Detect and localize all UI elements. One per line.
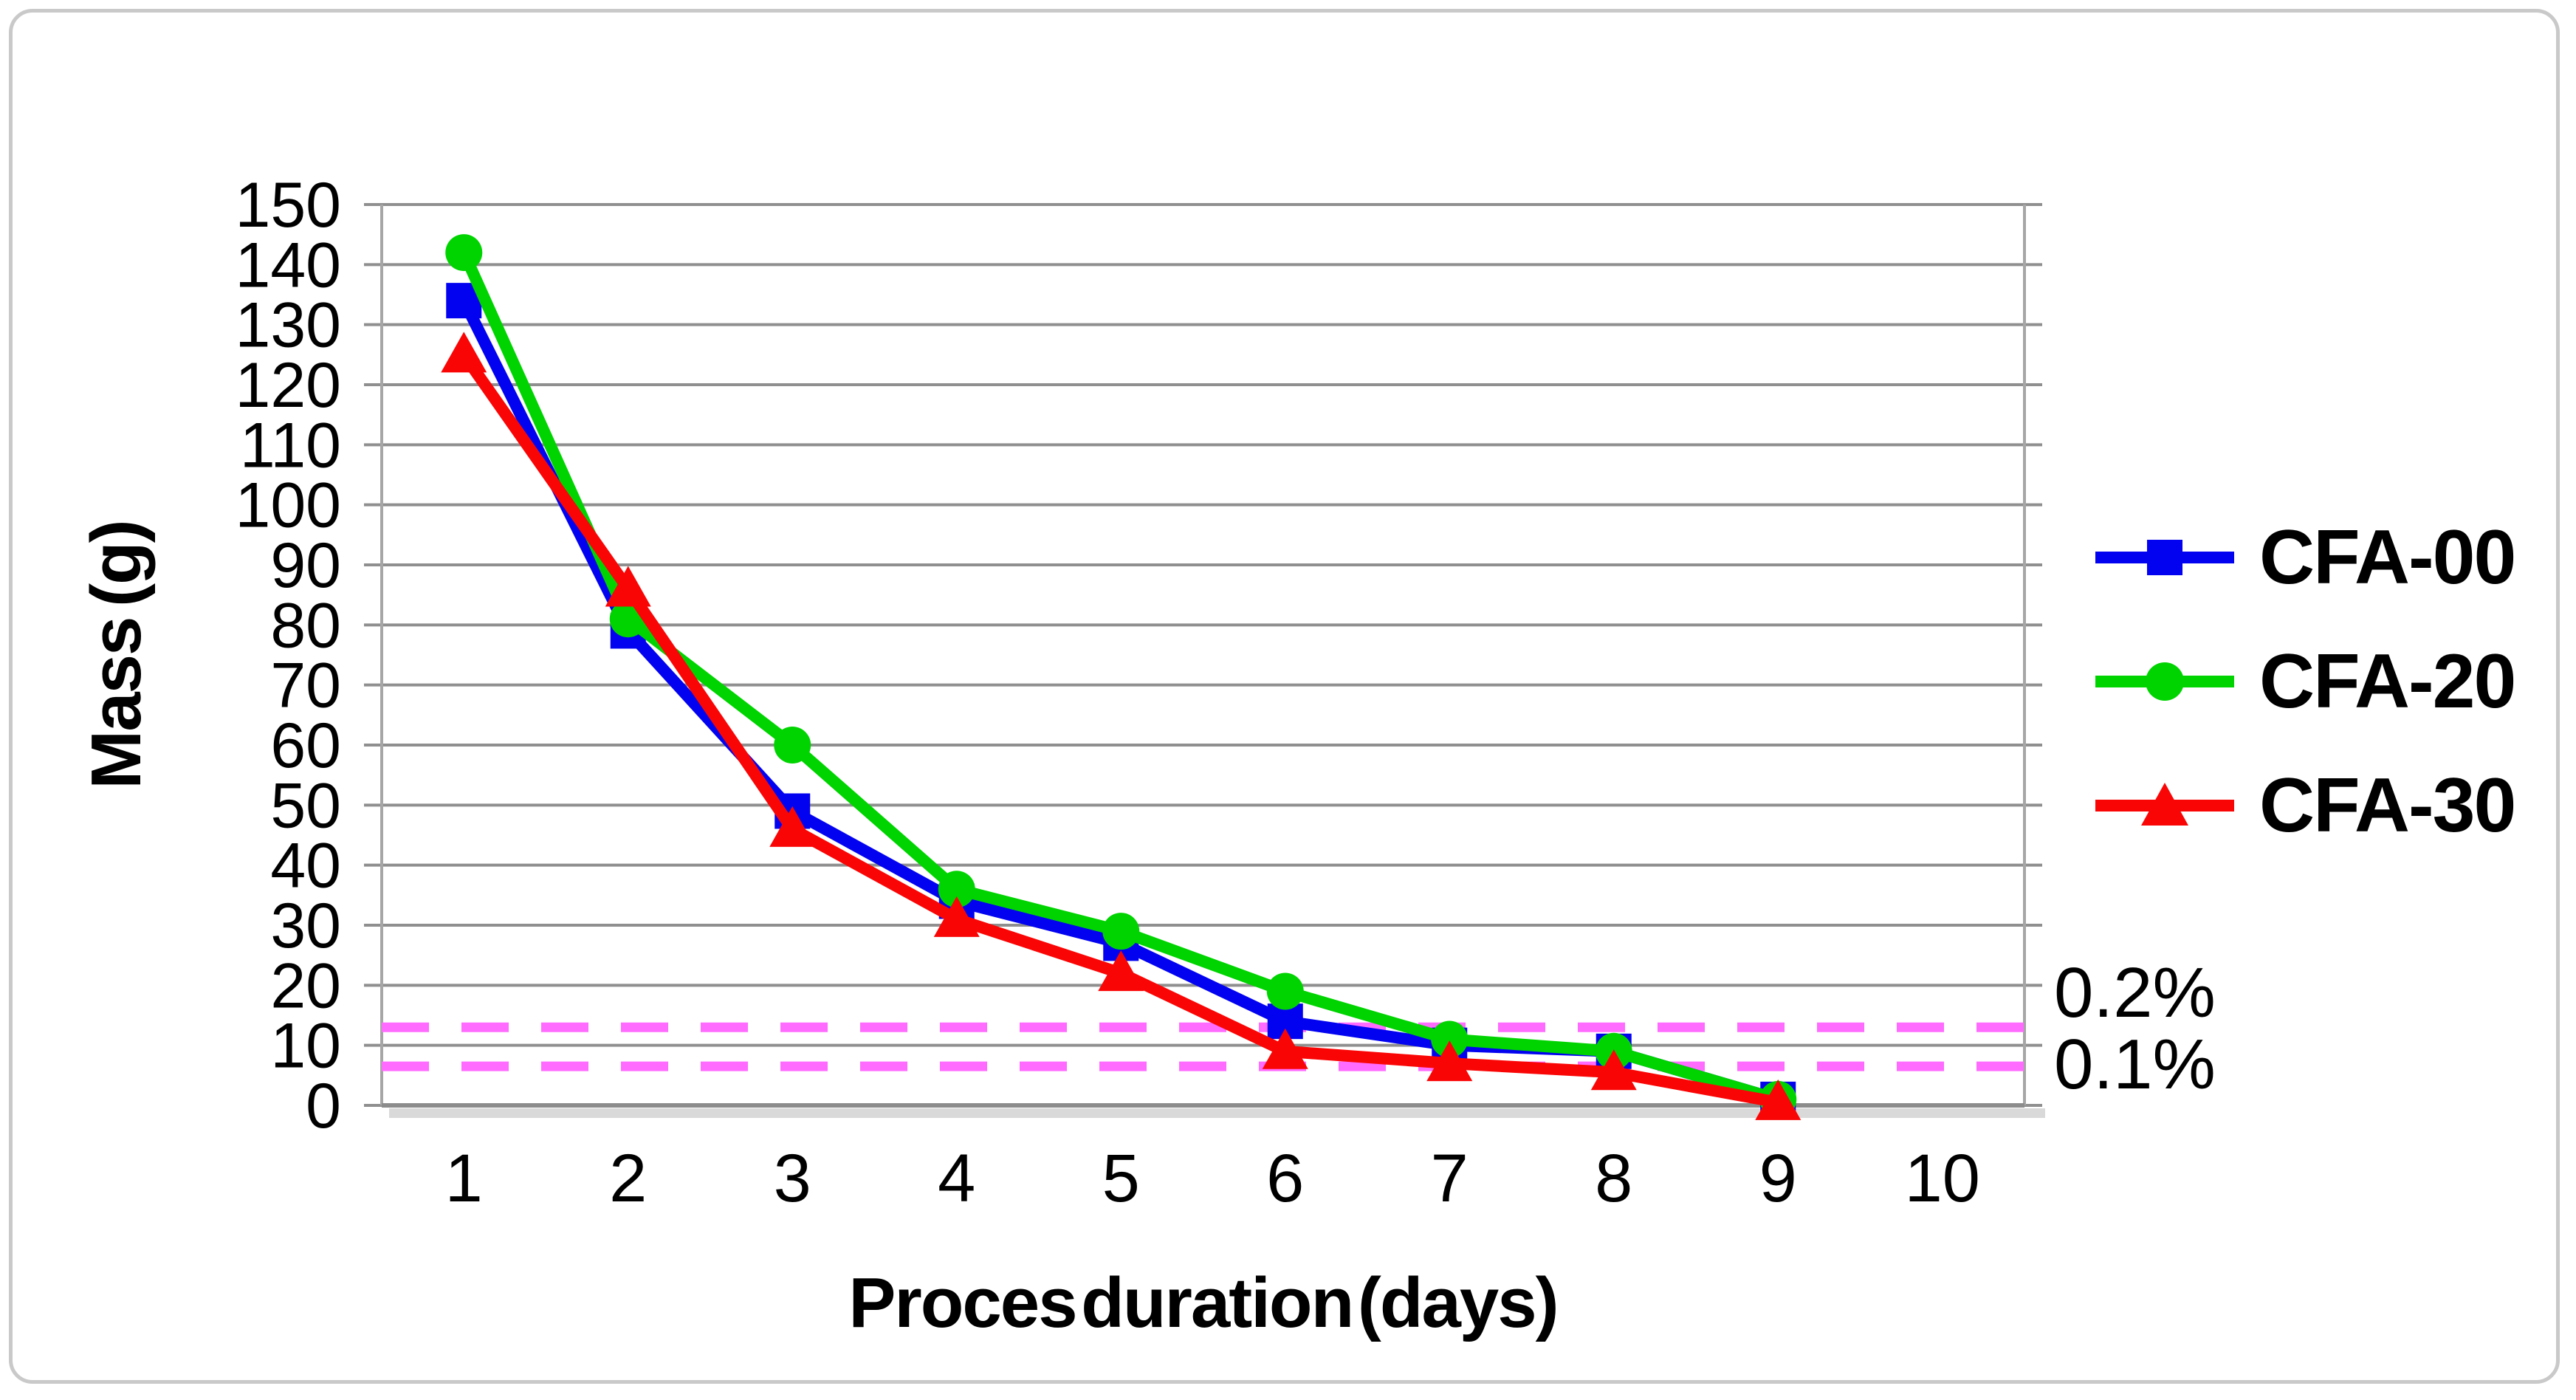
legend-item-CFA-20: CFA-20	[2091, 639, 2516, 724]
y-axis-title: Mass (g)	[77, 521, 156, 789]
x-tick-label: 8	[1595, 1141, 1632, 1216]
circle-marker-icon	[2095, 662, 2234, 701]
series-marker-CFA-30	[1098, 950, 1144, 992]
x-tick-label: 9	[1759, 1141, 1797, 1216]
series-marker-CFA-30	[933, 896, 980, 937]
y-tick-label: 70	[270, 651, 341, 721]
triangle-marker-icon	[2095, 783, 2234, 826]
figure-border	[9, 9, 2560, 1384]
series-marker-CFA-30	[1590, 1049, 1637, 1091]
x-tick-label: 6	[1266, 1141, 1304, 1216]
y-tick-label: 30	[270, 891, 341, 961]
series-marker-CFA-30	[769, 806, 816, 847]
series-marker-CFA-30	[1755, 1079, 1802, 1120]
x-tick-label: 2	[609, 1141, 647, 1216]
y-tick-label: 80	[270, 590, 341, 661]
y-tick-label: 120	[236, 350, 342, 421]
legend-item-CFA-00: CFA-00	[2091, 515, 2516, 600]
series-marker-CFA-30	[441, 332, 487, 373]
y-tick-label: 60	[270, 710, 341, 781]
square-marker-icon	[2095, 540, 2234, 575]
x-tick-label: 4	[938, 1141, 975, 1216]
x-tick-label: 7	[1431, 1141, 1469, 1216]
series-marker-CFA-20	[1431, 1020, 1469, 1058]
x-tick-label: 1	[445, 1141, 483, 1216]
series-marker-CFA-30	[1262, 1028, 1308, 1069]
y-tick-label: 100	[236, 470, 342, 541]
x-tick-label: 10	[1905, 1141, 1980, 1216]
x-tick-label: 3	[774, 1141, 811, 1216]
series-marker-CFA-20	[1266, 972, 1304, 1010]
legend-label: CFA-30	[2259, 763, 2516, 848]
series-marker-CFA-20	[938, 871, 975, 908]
ref-line-label-0.2-percent: 0.2%	[2054, 953, 2216, 1033]
legend-label: CFA-00	[2259, 515, 2516, 600]
series-marker-CFA-20	[445, 234, 483, 272]
y-tick-label: 40	[270, 831, 341, 902]
legend-item-CFA-30: CFA-30	[2091, 763, 2516, 848]
axis-shadow	[389, 1108, 2045, 1118]
x-tick-label: 5	[1102, 1141, 1140, 1216]
series-marker-CFA-30	[1426, 1040, 1473, 1082]
series-marker-CFA-20	[1102, 913, 1140, 950]
y-tick-label: 150	[236, 170, 342, 241]
series-marker-CFA-20	[774, 727, 811, 764]
y-tick-label: 130	[236, 290, 342, 361]
y-tick-label: 0	[306, 1071, 341, 1142]
x-axis-title: Proces duration (days)	[848, 1263, 1559, 1342]
ref-line-label-0.1-percent: 0.1%	[2054, 1025, 2216, 1105]
y-tick-label: 90	[270, 530, 341, 601]
y-tick-label: 50	[270, 770, 341, 841]
y-tick-label: 110	[240, 410, 341, 481]
series-marker-CFA-30	[605, 566, 651, 607]
legend-label: CFA-20	[2259, 639, 2516, 724]
y-tick-label: 10	[270, 1011, 341, 1082]
y-tick-label: 140	[236, 230, 342, 301]
y-tick-label: 20	[270, 950, 341, 1021]
